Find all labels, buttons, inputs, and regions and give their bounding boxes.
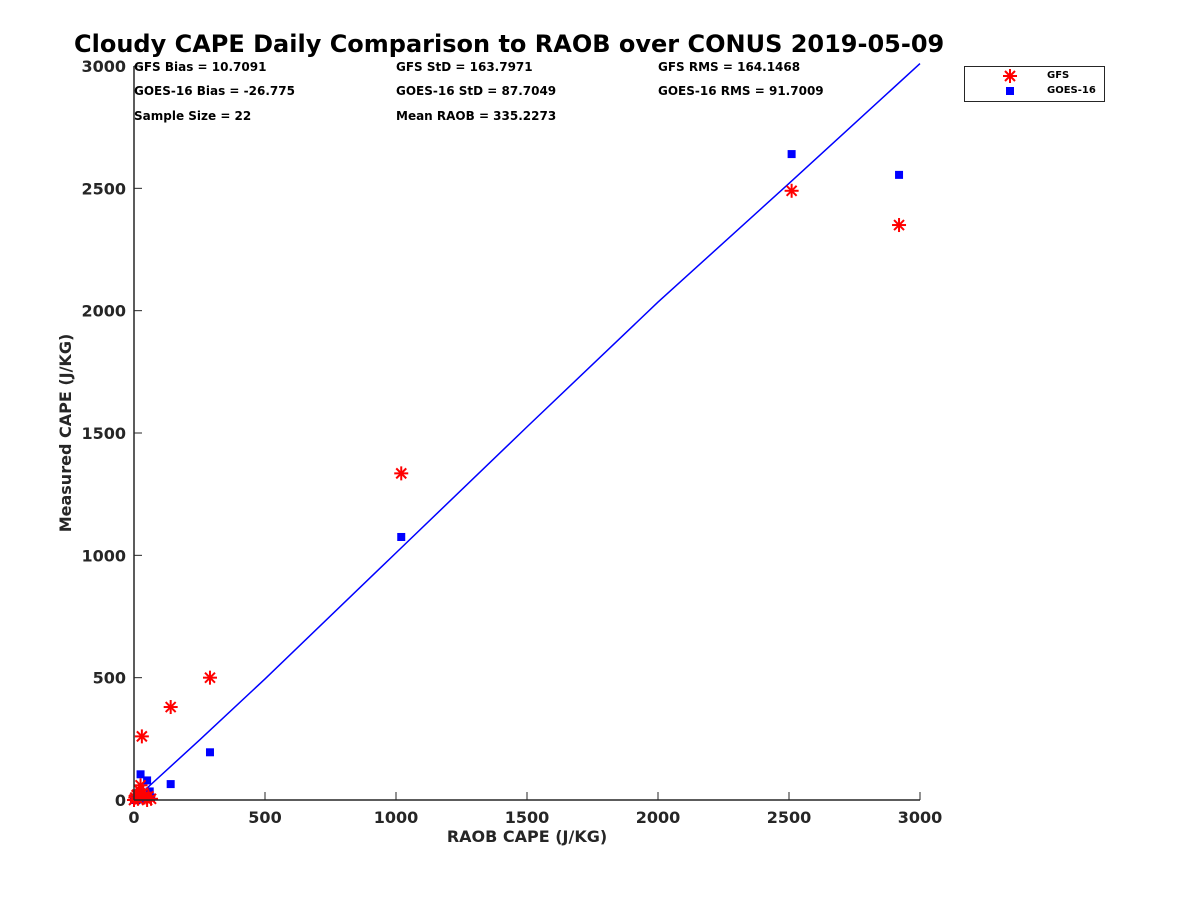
sample-size-stat: Sample Size = 22 <box>134 109 252 123</box>
y-tick-label: 500 <box>93 669 126 688</box>
goes16-point <box>895 170 904 179</box>
y-tick-label: 2500 <box>81 179 126 198</box>
gfs-point <box>163 700 178 715</box>
goes-rms-stat: GOES-16 RMS = 91.7009 <box>658 84 824 98</box>
goes16-point <box>205 748 214 757</box>
y-tick-label: 3000 <box>81 57 126 76</box>
legend: GFS GOES-16 <box>964 66 1105 102</box>
goes-std-stat: GOES-16 StD = 87.7049 <box>396 84 557 98</box>
gfs-point <box>394 466 409 481</box>
gfs-point <box>144 791 159 806</box>
goes16-point <box>143 776 152 785</box>
gfs-std-stat: GFS StD = 163.7971 <box>396 60 533 74</box>
goes16-point <box>787 150 796 159</box>
gfs-rms-stat: GFS RMS = 164.1468 <box>658 60 801 74</box>
legend-item-goes16: GOES-16 <box>965 84 1104 98</box>
goes16-point <box>145 787 154 796</box>
legend-item-gfs: GFS <box>965 69 1104 83</box>
plot-area <box>127 63 921 807</box>
goes-bias-stat: GOES-16 Bias = -26.775 <box>134 84 295 98</box>
mean-raob-stat: Mean RAOB = 335.2273 <box>396 109 557 123</box>
y-tick-label: 1000 <box>81 546 126 565</box>
axes: 0 500 1000 1500 2000 2500 3000 0 500 1000 1500 2000… <box>81 57 942 827</box>
fit-line <box>133 63 921 801</box>
y-axis-label: Measured CAPE (J/KG) <box>56 334 75 533</box>
gfs-point <box>202 670 217 685</box>
x-tick-label: 0 <box>128 808 139 827</box>
legend-label-goes16: GOES-16 <box>1047 85 1096 96</box>
x-tick-label: 1000 <box>374 808 419 827</box>
y-tick-label: 1500 <box>81 424 126 443</box>
x-tick-label: 2500 <box>767 808 812 827</box>
gfs-point <box>892 218 907 233</box>
chart-title: Cloudy CAPE Daily Comparison to RAOB ove… <box>74 30 945 58</box>
legend-label-gfs: GFS <box>1047 70 1070 81</box>
gfs-bias-stat: GFS Bias = 10.7091 <box>134 60 267 74</box>
y-tick-label: 2000 <box>81 302 126 321</box>
x-tick-label: 3000 <box>898 808 943 827</box>
x-tick-label: 2000 <box>636 808 681 827</box>
x-tick-label: 500 <box>248 808 281 827</box>
asterisk-marker-icon <box>1003 69 1017 83</box>
y-tick-label: 0 <box>115 791 126 810</box>
gfs-point <box>134 729 149 744</box>
square-marker-icon <box>1006 87 1014 95</box>
goes16-point <box>397 532 406 541</box>
goes16-point <box>166 780 175 789</box>
x-tick-label: 1500 <box>505 808 550 827</box>
x-axis-label: RAOB CAPE (J/KG) <box>447 827 607 846</box>
goes16-point <box>136 770 145 779</box>
gfs-point <box>784 183 799 198</box>
